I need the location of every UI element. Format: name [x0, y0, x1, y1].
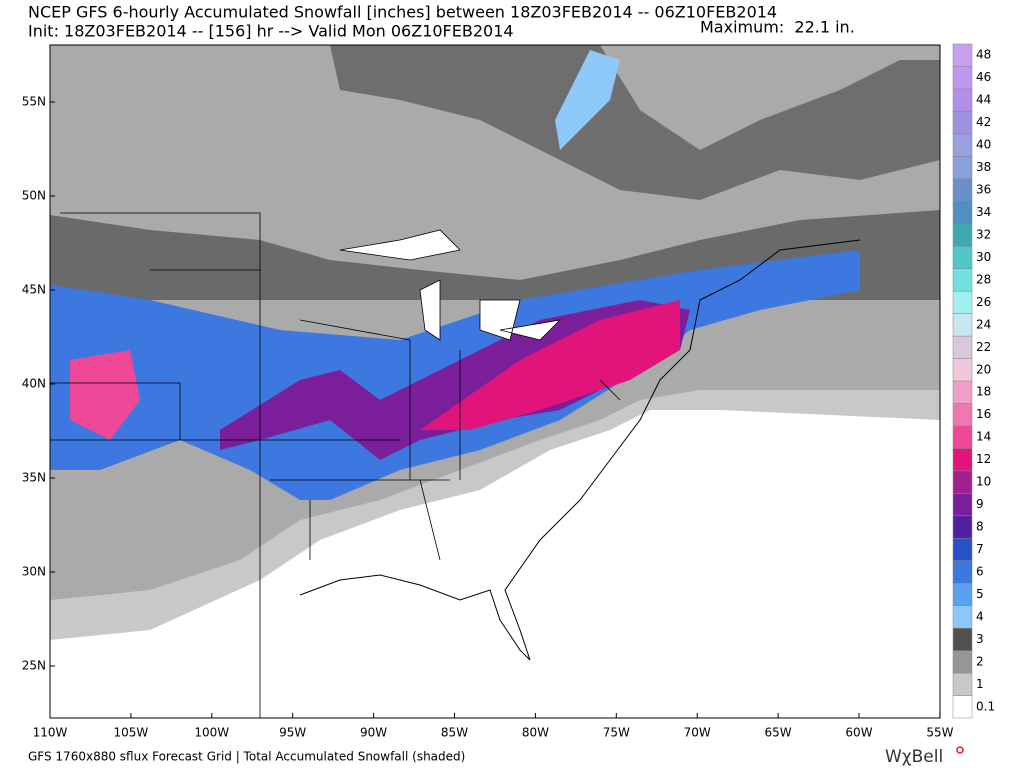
- longitude-label: 105W: [114, 726, 149, 740]
- longitude-label: 65W: [765, 726, 792, 740]
- legend-swatch: [952, 448, 973, 472]
- legend-label: 5: [976, 587, 984, 601]
- legend-label: 30: [976, 250, 991, 264]
- longitude-label: 60W: [845, 726, 872, 740]
- legend-label: 40: [976, 138, 991, 152]
- latitude-label: 45N: [22, 283, 46, 297]
- legend-label: 12: [976, 452, 991, 466]
- longitude-label: 70W: [684, 726, 711, 740]
- legend-swatch: [952, 245, 973, 269]
- legend-swatch: [952, 358, 973, 382]
- legend-label: 8: [976, 520, 984, 534]
- legend-swatch: [952, 560, 973, 584]
- legend-swatch: [952, 515, 973, 539]
- legend-swatch: [952, 403, 973, 427]
- init-line: Init: 18Z03FEB2014 -- [156] hr --> Valid…: [28, 22, 514, 41]
- legend-swatch: [952, 582, 973, 606]
- latitude-label: 40N: [22, 377, 46, 391]
- legend-label: 2: [976, 654, 984, 668]
- legend-label: 1: [976, 677, 984, 691]
- logo-dot: [956, 746, 964, 754]
- legend-label: 24: [976, 317, 991, 331]
- legend-swatch: [952, 493, 973, 517]
- legend-swatch: [952, 538, 973, 561]
- legend-label: 22: [976, 340, 991, 354]
- legend-swatch: [952, 695, 973, 719]
- legend-label: 7: [976, 542, 984, 556]
- legend-swatch: [952, 178, 973, 202]
- field-magenta: [70, 350, 140, 440]
- legend-label: 44: [976, 93, 991, 107]
- legend-swatch: [952, 627, 973, 651]
- legend-label: 14: [976, 430, 991, 444]
- latitude-label: 35N: [22, 471, 46, 485]
- legend-label: 28: [976, 272, 991, 286]
- title: NCEP GFS 6-hourly Accumulated Snowfall […: [28, 3, 777, 22]
- map-area: [49, 44, 941, 719]
- legend-label: 4: [976, 609, 984, 623]
- legend-swatch: [952, 605, 973, 629]
- legend-swatch: [952, 111, 973, 135]
- legend-label: 42: [976, 115, 991, 129]
- longitude-label: 55W: [926, 726, 953, 740]
- legend-label: 32: [976, 227, 991, 241]
- longitude-label: 100W: [194, 726, 229, 740]
- longitude-label: 85W: [441, 726, 468, 740]
- great-lakes: [339, 229, 562, 341]
- latitude-label: 30N: [22, 565, 46, 579]
- legend-swatch: [952, 470, 973, 494]
- legend-swatch: [952, 201, 973, 224]
- field-white: [50, 410, 940, 718]
- field-dark: [330, 45, 940, 200]
- longitude-label: 90W: [360, 726, 387, 740]
- legend-label: 20: [976, 362, 991, 376]
- legend-swatch: [952, 425, 973, 449]
- legend-swatch: [952, 133, 973, 157]
- legend-swatch: [952, 88, 973, 112]
- latitude-label: 25N: [22, 659, 46, 673]
- legend-label: 46: [976, 70, 991, 84]
- legend-label: 34: [976, 205, 991, 219]
- longitude-label: 95W: [279, 726, 306, 740]
- legend-swatch: [952, 380, 973, 404]
- legend-label: 10: [976, 475, 991, 489]
- footer-caption: GFS 1760x880 sflux Forecast Grid | Total…: [28, 750, 465, 764]
- maximum: Maximum: 22.1 in.: [700, 18, 855, 37]
- legend-label: 48: [976, 48, 991, 62]
- legend-label: 36: [976, 183, 991, 197]
- legend-swatch: [952, 268, 973, 292]
- logo: WχBell: [885, 747, 943, 767]
- legend-swatch: [952, 313, 973, 337]
- state-borders: [50, 212, 621, 718]
- longitude-label: 110W: [33, 726, 68, 740]
- legend-swatch: [952, 66, 973, 90]
- legend-label: 3: [976, 632, 984, 646]
- legend-swatch: [952, 650, 973, 674]
- field-light-blue: [555, 50, 620, 150]
- legend-swatch: [952, 223, 973, 247]
- map-frame: [49, 44, 941, 719]
- latitude-label: 55N: [22, 95, 46, 109]
- legend-label: 26: [976, 295, 991, 309]
- coastline: [299, 239, 861, 661]
- legend-label: 6: [976, 564, 984, 578]
- legend-swatch: [952, 156, 973, 180]
- legend-swatch: [952, 335, 973, 359]
- legend-label: 16: [976, 407, 991, 421]
- legend-label: 9: [976, 497, 984, 511]
- legend-swatch: [952, 672, 973, 696]
- legend-swatch: [952, 43, 973, 67]
- legend-label: 18: [976, 385, 991, 399]
- legend-label: 38: [976, 160, 991, 174]
- latitude-label: 50N: [22, 189, 46, 203]
- longitude-label: 75W: [603, 726, 630, 740]
- longitude-label: 80W: [522, 726, 549, 740]
- legend-swatch: [952, 290, 973, 314]
- legend-label: 0.1: [976, 699, 995, 713]
- field-magenta: [420, 300, 680, 430]
